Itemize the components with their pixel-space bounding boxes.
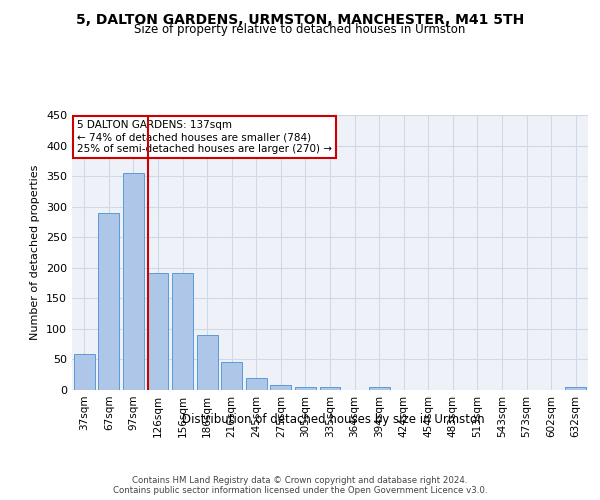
Bar bbox=[197, 335, 218, 390]
Bar bbox=[148, 272, 169, 390]
Text: Distribution of detached houses by size in Urmston: Distribution of detached houses by size … bbox=[182, 412, 484, 426]
Text: Contains HM Land Registry data © Crown copyright and database right 2024.
Contai: Contains HM Land Registry data © Crown c… bbox=[113, 476, 487, 495]
Bar bbox=[295, 387, 316, 390]
Bar bbox=[246, 378, 267, 390]
Bar bbox=[123, 173, 144, 390]
Bar bbox=[98, 213, 119, 390]
Text: Size of property relative to detached houses in Urmston: Size of property relative to detached ho… bbox=[134, 22, 466, 36]
Text: 5 DALTON GARDENS: 137sqm
← 74% of detached houses are smaller (784)
25% of semi-: 5 DALTON GARDENS: 137sqm ← 74% of detach… bbox=[77, 120, 332, 154]
Bar bbox=[172, 272, 193, 390]
Bar bbox=[74, 354, 95, 390]
Bar bbox=[271, 384, 292, 390]
Bar bbox=[320, 387, 340, 390]
Bar bbox=[368, 387, 389, 390]
Bar bbox=[221, 362, 242, 390]
Y-axis label: Number of detached properties: Number of detached properties bbox=[31, 165, 40, 340]
Bar bbox=[565, 387, 586, 390]
Text: 5, DALTON GARDENS, URMSTON, MANCHESTER, M41 5TH: 5, DALTON GARDENS, URMSTON, MANCHESTER, … bbox=[76, 12, 524, 26]
